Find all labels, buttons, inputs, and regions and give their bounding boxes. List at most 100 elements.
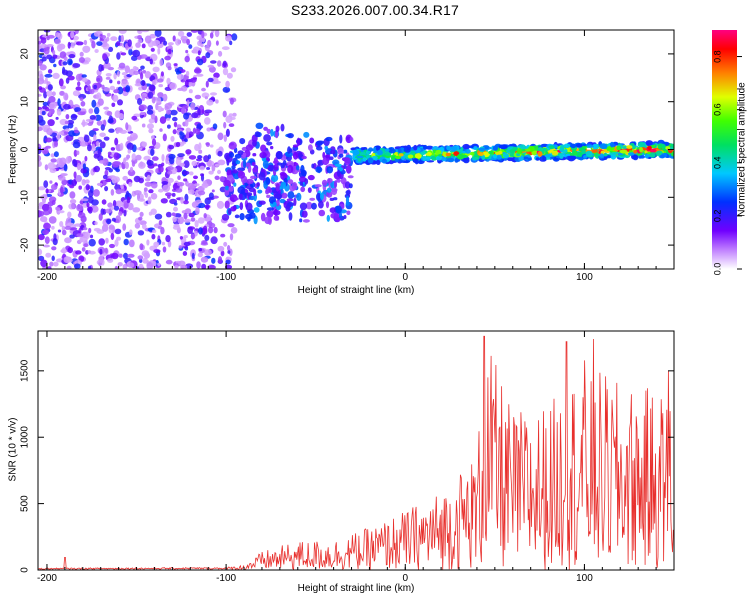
heatmap-cell — [165, 109, 172, 115]
heatmap-cell — [50, 158, 57, 163]
heatmap-cell — [548, 145, 555, 149]
heatmap-cell — [307, 174, 315, 181]
heatmap-cell — [44, 236, 50, 244]
heatmap-cell — [38, 154, 42, 162]
heatmap-cell — [77, 81, 81, 87]
heatmap-cell — [208, 265, 216, 269]
heatmap-cell — [190, 77, 197, 83]
heatmap-cell — [321, 179, 328, 187]
heatmap-cell — [49, 102, 57, 110]
heatmap-cell — [185, 149, 192, 155]
heatmap-cell — [38, 106, 43, 110]
heatmap-cell — [39, 73, 44, 82]
heatmap-cell — [208, 66, 216, 73]
heatmap-cell — [90, 205, 99, 213]
snr-y-tick-label: 500 — [20, 495, 31, 512]
heatmap-cell — [194, 94, 202, 100]
heatmap-cell — [376, 159, 381, 165]
heatmap-cell — [87, 265, 92, 269]
heatmap-cell — [57, 98, 61, 107]
heatmap-cell — [58, 210, 65, 214]
heatmap-cell — [138, 263, 144, 269]
heatmap-cell — [127, 169, 136, 177]
heatmap-cell — [247, 217, 251, 222]
heatmap-cell — [225, 185, 229, 191]
heatmap-cell — [45, 252, 52, 258]
heatmap-cell — [55, 116, 59, 120]
heatmap-cell — [212, 123, 218, 130]
heatmap-cell — [197, 190, 206, 196]
heatmap-cell — [131, 160, 136, 167]
heatmap-cell — [535, 157, 540, 161]
heatmap-cell — [172, 35, 176, 42]
heatmap-cell — [127, 149, 131, 154]
heatmap-cell — [274, 193, 282, 199]
heatmap-cell — [146, 159, 154, 166]
heatmap-cell — [242, 152, 247, 158]
heatmap-cell — [161, 241, 166, 246]
heatmap-cell — [126, 142, 134, 151]
heatmap-cell — [237, 167, 246, 172]
heatmap-cell — [481, 154, 486, 160]
heatmap-cell — [311, 163, 315, 169]
heatmap-cell — [239, 202, 244, 211]
heatmap-cell — [158, 219, 163, 226]
heatmap-cell — [81, 77, 88, 83]
heatmap-cell — [181, 141, 187, 145]
heatmap-cell — [224, 189, 230, 196]
heatmap-cell — [163, 40, 168, 46]
heatmap-cell — [633, 150, 638, 154]
heatmap-cell — [462, 143, 471, 150]
heatmap-cell — [343, 149, 348, 154]
heatmap-cell — [51, 255, 55, 262]
heatmap-cell — [193, 175, 198, 180]
heatmap-cell — [80, 101, 86, 107]
heatmap-cell — [316, 192, 321, 201]
heatmap-cell — [336, 178, 341, 183]
heatmap-cell — [570, 143, 577, 149]
heatmap-cell — [227, 223, 235, 228]
heatmap-cell — [350, 147, 357, 151]
heatmap-cell — [217, 245, 225, 252]
heatmap-cell — [330, 149, 336, 155]
heatmap-cell — [178, 245, 183, 249]
heatmap-cell — [183, 218, 191, 223]
heatmap-cell — [287, 164, 294, 174]
heatmap-cell — [287, 146, 291, 154]
heatmap-cell — [627, 152, 635, 156]
spectrogram-x-tick-label: 100 — [576, 272, 593, 283]
heatmap-cell — [573, 150, 578, 156]
heatmap-cell — [465, 149, 471, 154]
heatmap-cell — [48, 95, 56, 104]
chart-title: S233.2026.007.00.34.R17 — [290, 2, 460, 18]
heatmap-cell — [181, 210, 189, 214]
heatmap-cell — [304, 178, 309, 185]
heatmap-cell — [117, 99, 123, 106]
heatmap-cell — [339, 153, 344, 158]
heatmap-cell — [161, 154, 165, 162]
heatmap-cell — [72, 141, 81, 149]
heatmap-cell — [164, 102, 173, 110]
heatmap-cell — [67, 211, 72, 218]
heatmap-cell — [110, 206, 115, 211]
heatmap-cell — [210, 236, 218, 245]
heatmap-cell — [120, 184, 124, 189]
heatmap-cell — [65, 156, 71, 164]
heatmap-cell — [171, 192, 176, 197]
heatmap-cell — [151, 138, 157, 146]
heatmap-cell — [40, 259, 48, 268]
heatmap-cell — [183, 112, 190, 120]
heatmap-cell — [309, 197, 316, 201]
heatmap-cell — [178, 260, 186, 267]
heatmap-cell — [407, 154, 414, 159]
heatmap-cell — [425, 156, 431, 160]
heatmap-cell — [599, 143, 608, 150]
heatmap-cell — [56, 44, 63, 52]
heatmap-cell — [229, 97, 234, 105]
heatmap-cell — [83, 134, 90, 143]
heatmap-cell — [69, 191, 76, 199]
heatmap-cell — [173, 223, 180, 228]
heatmap-cell — [146, 239, 150, 246]
heatmap-cell — [66, 265, 72, 269]
heatmap-cell — [238, 193, 243, 201]
